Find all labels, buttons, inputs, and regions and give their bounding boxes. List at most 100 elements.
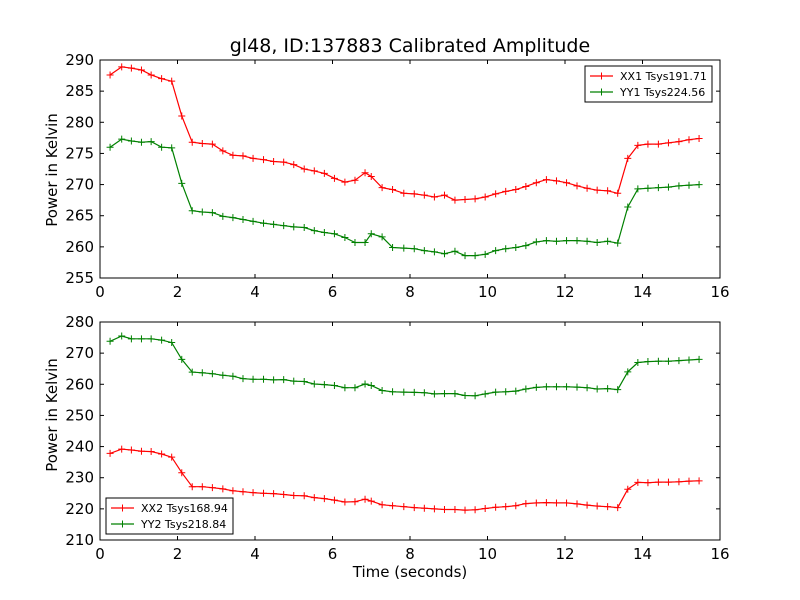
data-point xyxy=(188,368,196,376)
data-point xyxy=(137,66,145,74)
data-point xyxy=(361,238,369,246)
data-point xyxy=(410,245,418,253)
data-point xyxy=(522,182,530,190)
data-point xyxy=(106,449,114,457)
y-tick-label: 210 xyxy=(65,531,94,549)
data-point xyxy=(198,483,206,491)
data-point xyxy=(634,358,642,366)
data-point xyxy=(341,384,349,392)
data-point xyxy=(367,230,375,238)
data-point xyxy=(695,355,703,363)
data-point xyxy=(341,178,349,186)
data-point xyxy=(664,183,672,191)
data-point xyxy=(361,169,369,177)
data-point xyxy=(208,370,216,378)
data-point xyxy=(118,332,126,340)
data-point xyxy=(158,143,166,151)
plot-frame xyxy=(99,321,721,541)
data-point xyxy=(664,478,672,486)
data-point xyxy=(573,383,581,391)
legend-entry: XX1 Tsys191.71 xyxy=(590,70,707,83)
data-point xyxy=(481,250,489,258)
y-tick-label: 255 xyxy=(65,269,94,287)
data-point xyxy=(341,234,349,242)
data-point xyxy=(522,242,530,250)
data-point xyxy=(552,383,560,391)
x-tick-label: 10 xyxy=(478,283,497,301)
x-tick-label: 0 xyxy=(95,283,105,301)
data-point xyxy=(430,248,438,256)
data-point xyxy=(106,143,114,151)
data-point xyxy=(400,189,408,197)
data-point xyxy=(239,152,247,160)
data-point xyxy=(400,388,408,396)
data-point xyxy=(229,487,237,495)
legend-label: XX2 Tsys168.94 xyxy=(141,502,228,515)
data-point xyxy=(492,247,500,255)
series-0 xyxy=(106,445,703,514)
y-tick-label: 250 xyxy=(65,406,94,424)
y-tick-label: 280 xyxy=(65,113,94,131)
data-point xyxy=(127,137,135,145)
data-point xyxy=(208,140,216,148)
data-point xyxy=(389,243,397,251)
data-point xyxy=(644,358,652,366)
legend-entry: XX2 Tsys168.94 xyxy=(111,502,228,515)
data-point xyxy=(310,227,318,235)
legend-box xyxy=(584,65,713,103)
data-point xyxy=(137,447,145,455)
data-point xyxy=(685,181,693,189)
data-point xyxy=(440,505,448,513)
data-point xyxy=(420,504,428,512)
y-tick-label: 270 xyxy=(65,344,94,362)
data-point xyxy=(502,187,510,195)
data-point xyxy=(219,212,227,220)
data-point xyxy=(654,184,662,192)
data-point xyxy=(147,448,155,456)
data-point xyxy=(168,453,176,461)
data-point xyxy=(178,179,186,187)
data-point xyxy=(351,384,359,392)
data-point xyxy=(451,196,459,204)
data-point xyxy=(624,154,632,162)
y-axis-label: Power in Kelvin xyxy=(43,113,61,227)
data-point xyxy=(440,250,448,258)
data-point xyxy=(351,238,359,246)
data-point xyxy=(367,382,375,390)
data-point xyxy=(188,138,196,146)
data-point xyxy=(461,391,469,399)
data-point xyxy=(280,491,288,499)
data-point xyxy=(260,375,268,383)
data-point xyxy=(573,237,581,245)
data-point xyxy=(290,161,298,169)
data-point xyxy=(367,497,375,505)
data-point xyxy=(430,390,438,398)
y-tick-label: 240 xyxy=(65,438,94,456)
data-point xyxy=(300,377,308,385)
data-point xyxy=(614,189,622,197)
data-point xyxy=(675,357,683,365)
data-point xyxy=(675,138,683,146)
top-panel: gl48, ID:137883 Calibrated Amplitude Pow… xyxy=(43,35,730,301)
legend: XX2 Tsys168.94 YY2 Tsys218.84 xyxy=(105,497,234,535)
x-tick-label: 2 xyxy=(173,545,183,563)
x-tick-label: 4 xyxy=(250,283,260,301)
data-point xyxy=(624,485,632,493)
data-point xyxy=(430,193,438,201)
data-point xyxy=(118,445,126,453)
data-point xyxy=(351,176,359,184)
y-tick-labels: 210 220 230 240 250 260 270 280 xyxy=(65,313,720,549)
data-point xyxy=(389,186,397,194)
data-point xyxy=(310,494,318,502)
x-tick-label: 16 xyxy=(710,545,729,563)
legend-entry: YY2 Tsys218.84 xyxy=(111,518,226,531)
y-tick-label: 285 xyxy=(65,82,94,100)
data-point xyxy=(239,215,247,223)
data-point xyxy=(400,244,408,252)
data-point xyxy=(361,380,369,388)
data-point xyxy=(532,499,540,507)
data-point xyxy=(127,446,135,454)
data-point xyxy=(310,380,318,388)
data-point xyxy=(430,505,438,513)
